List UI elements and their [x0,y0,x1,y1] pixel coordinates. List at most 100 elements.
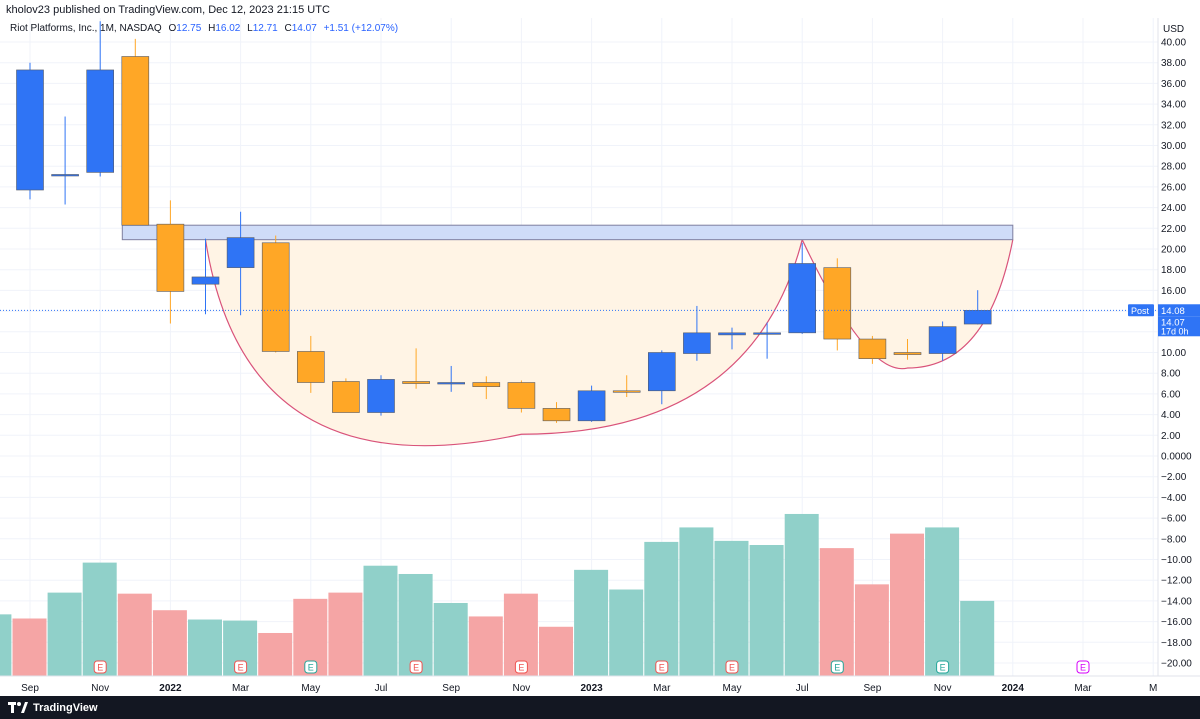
volume-bar [12,618,47,676]
earnings-marker[interactable]: E [1076,660,1090,674]
earnings-marker[interactable]: E [409,660,423,674]
candle[interactable] [156,200,185,324]
candle-body [226,237,255,268]
earnings-marker[interactable]: E [655,660,669,674]
candle-body [683,332,711,354]
candle[interactable] [928,321,957,361]
earnings-marker[interactable]: E [830,660,844,674]
candles [16,21,992,423]
candle-body [402,381,430,384]
candle[interactable] [963,290,992,325]
candle[interactable] [647,350,676,405]
price-tick-label: 24.00 [1161,203,1186,214]
tradingview-logo[interactable]: TradingView [8,700,98,715]
candle[interactable] [226,211,255,316]
volume-bar [152,610,187,676]
earnings-badge [1076,660,1090,674]
volume-bar [574,569,609,676]
time-tick-label: Mar [1074,683,1092,694]
volume-bar [925,527,960,676]
candle[interactable] [261,235,290,353]
price-tick-label: −20.00 [1161,659,1192,670]
candle-body [507,382,536,409]
earnings-marker[interactable]: E [514,660,528,674]
publish-info: kholov23 published on TradingView.com, D… [6,4,330,16]
candle[interactable] [507,380,536,413]
candle[interactable] [788,242,817,334]
price-tick-label: −10.00 [1161,555,1192,566]
time-tick-label: Nov [91,683,109,694]
price-tick-label: 38.00 [1161,58,1186,69]
earnings-marker[interactable]: E [304,660,318,674]
earnings-marker[interactable]: E [234,660,248,674]
candle[interactable] [367,375,395,416]
post-badge [1128,304,1154,317]
candle[interactable] [893,339,922,360]
earnings-marker[interactable]: E [725,660,739,674]
candle-body [86,69,114,173]
candle[interactable] [577,385,606,422]
candle[interactable] [612,375,641,398]
candle[interactable] [472,376,501,400]
earnings-label: E [659,663,665,673]
earnings-marker[interactable]: E [93,660,107,674]
candle-body [928,326,957,354]
candle-body [367,379,395,413]
candle[interactable] [121,38,150,226]
price-tick-label: 10.00 [1161,348,1186,359]
candle[interactable] [858,335,887,364]
volume-bar [47,592,82,676]
price-tick-label: 30.00 [1161,141,1186,152]
volume-bar [188,619,222,676]
candle[interactable] [86,21,114,177]
price-tick-label: 36.00 [1161,79,1186,90]
time-tick-label: Nov [513,683,531,694]
volume-bar [82,562,117,676]
volume-bar [960,600,995,676]
candle-body [332,381,360,413]
candle[interactable] [16,62,44,200]
candle[interactable] [437,365,466,392]
candle[interactable] [296,335,325,393]
price-tick-label: −14.00 [1161,596,1192,607]
time-tick-label: Mar [232,683,250,694]
price-axis-bg [1158,18,1200,696]
volume-bar [117,593,152,676]
price-tick-label: −6.00 [1161,514,1187,525]
candle-body [261,242,290,352]
symbol-name: Riot Platforms, Inc., 1M, NASDAQ [10,23,162,34]
candle[interactable] [402,348,430,389]
candle[interactable] [51,116,79,205]
earnings-label: E [729,663,735,673]
volume-bar [644,541,679,676]
candle[interactable] [191,238,220,315]
candle[interactable] [753,322,781,359]
time-tick-label: 2022 [159,683,182,694]
candle[interactable] [542,402,571,423]
earnings-badge [936,660,950,674]
price-tick-label: 0.0000 [1161,452,1192,463]
time-tick-label: M [1149,683,1157,694]
price-tick-label: 2.00 [1161,431,1181,442]
last-price-bg [1158,316,1200,337]
post-price-label: Post 14.08 [1128,304,1200,317]
candle-body [647,352,676,392]
price-tick-label: −2.00 [1161,472,1187,483]
time-tick-label: Sep [864,683,882,694]
earnings-label: E [940,663,946,673]
candle-body [612,390,641,393]
price-tick-label: −8.00 [1161,534,1187,545]
earnings-marker[interactable]: E [936,660,950,674]
earnings-label: E [834,663,840,673]
volume-bars [0,513,995,676]
candle[interactable] [683,305,711,361]
cup-and-handle-line[interactable] [204,237,1014,447]
candle[interactable] [332,378,360,413]
earnings-label: E [1080,663,1086,673]
price-chart[interactable]: E E E E E E E E E E 40.00 38.00 36.00 34.00 32.00 30.00… [0,18,1200,696]
post-badge-text: Post [1131,306,1150,316]
resistance-zone[interactable] [121,224,1014,241]
candle[interactable] [718,327,746,350]
candle[interactable] [823,258,852,351]
